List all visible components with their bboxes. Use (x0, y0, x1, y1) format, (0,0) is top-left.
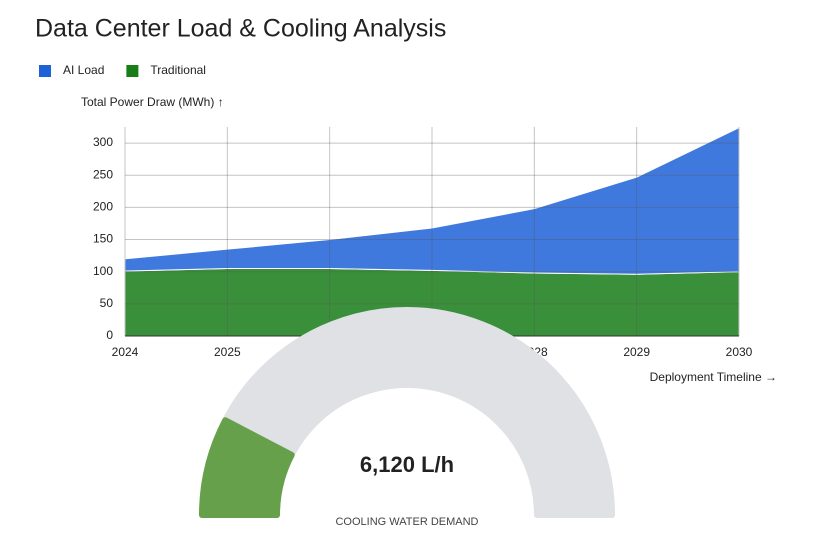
x-tick-label: 2025 (214, 345, 241, 359)
gauge-track (199, 307, 615, 518)
gauge-fill (199, 417, 295, 518)
x-tick-label: 2024 (112, 345, 139, 359)
y-tick-label: 0 (106, 328, 113, 342)
y-tick-label: 300 (93, 135, 113, 149)
legend-swatch (126, 65, 139, 77)
y-tick-label: 100 (93, 264, 113, 278)
x-tick-label: 2029 (623, 345, 650, 359)
legend-label: AI Load (63, 63, 104, 77)
y-tick-label: 50 (100, 296, 114, 310)
gauge-title: COOLING WATER DEMAND (335, 516, 478, 528)
y-tick-label: 200 (93, 200, 113, 214)
x-axis-label: Deployment Timeline → (650, 370, 777, 384)
y-tick-label: 250 (93, 167, 113, 181)
y-tick-label: 150 (93, 232, 113, 246)
chart-title: Data Center Load & Cooling Analysis (35, 15, 446, 43)
gauge-value: 6,120 L/h (360, 452, 454, 477)
area (124, 126, 740, 275)
legend-swatch (39, 65, 51, 77)
legend-label: Traditional (150, 63, 206, 77)
y-axis-label: Total Power Draw (MWh) ↑ (81, 95, 224, 109)
x-tick-label: 2030 (726, 345, 753, 359)
